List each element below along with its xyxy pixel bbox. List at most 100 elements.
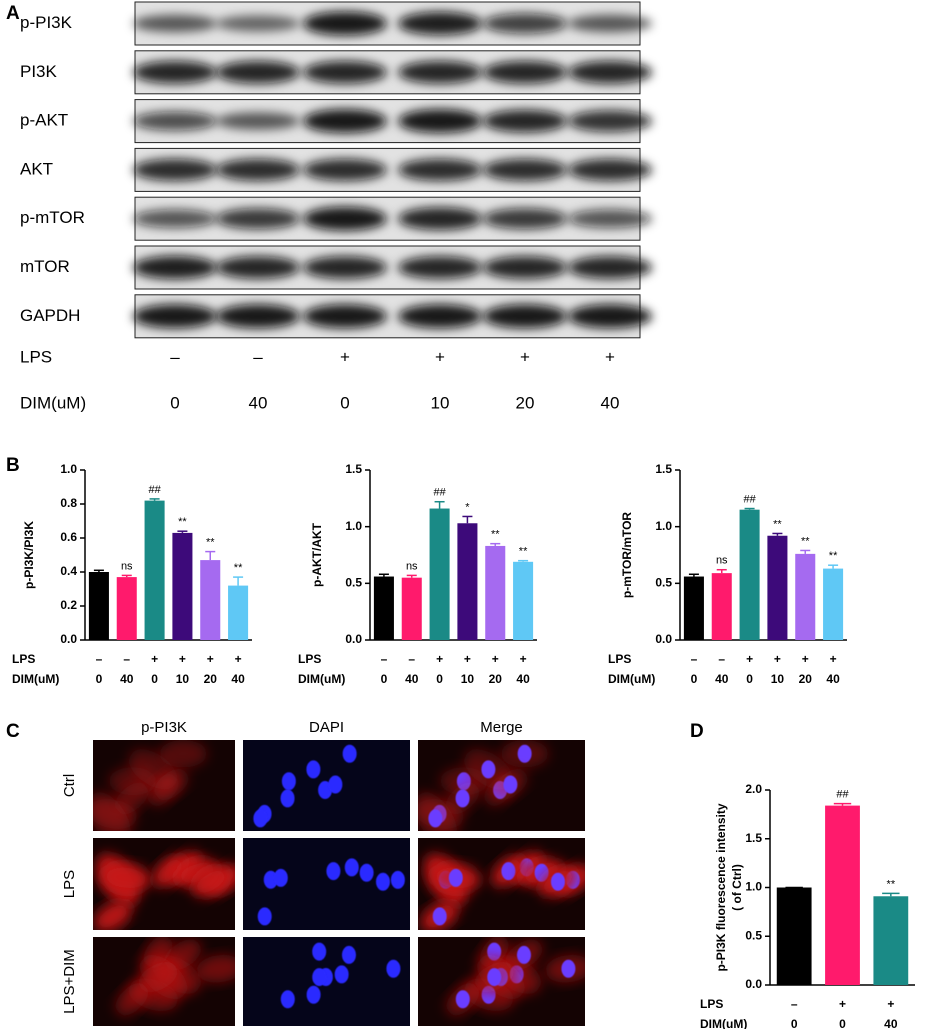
blot-strip	[133, 294, 652, 339]
bar	[823, 568, 844, 640]
blot-band	[483, 60, 567, 84]
condition-value: +	[340, 347, 350, 366]
y-axis-label: p-PI3K fluorescence intensity	[714, 803, 728, 971]
y-tick-label: 0.2	[60, 598, 77, 612]
cell-nucleus	[280, 990, 295, 1009]
condition-value: 20	[516, 393, 535, 412]
image-row-label: LPS+DIM	[61, 949, 78, 1014]
condition-value: 40	[601, 393, 620, 412]
cells	[420, 851, 585, 930]
x-tick-label: +	[887, 997, 894, 1011]
blot-band	[303, 109, 387, 134]
y-tick-label: 0.0	[655, 632, 672, 646]
x-tick-label: 0	[151, 672, 158, 686]
significance-label: **	[234, 562, 243, 574]
y-tick-label: 0.5	[655, 576, 672, 590]
cell-nucleus	[359, 863, 374, 882]
cell-nucleus	[273, 868, 288, 887]
x-tick-label: +	[774, 652, 781, 666]
x-tick-label: 20	[799, 672, 813, 686]
cell-nucleus	[428, 809, 443, 828]
x-tick-label: –	[96, 652, 103, 666]
x-tick-label: 0	[436, 672, 443, 686]
micrograph	[418, 838, 585, 930]
blot-label: p-PI3K	[20, 13, 73, 32]
micrograph	[418, 937, 585, 1026]
cells	[93, 851, 235, 930]
cell-nucleus	[550, 872, 565, 891]
x-tick-label: +	[464, 652, 471, 666]
x-tick-label: –	[791, 997, 798, 1011]
bar	[200, 560, 221, 640]
x-tick-label: –	[691, 652, 698, 666]
panel-letter: B	[6, 455, 20, 476]
significance-label: **	[773, 518, 782, 530]
cells	[257, 858, 405, 926]
significance-label: **	[887, 878, 896, 890]
cell-nucleus	[312, 942, 327, 961]
cell-nucleus	[386, 959, 401, 978]
bar	[373, 576, 394, 640]
bar	[228, 585, 249, 640]
condition-value: 0	[340, 393, 349, 412]
bar	[513, 561, 534, 640]
cell-cytoplasm	[164, 939, 202, 971]
blot-band	[216, 158, 300, 181]
cell-nucleus	[328, 775, 343, 794]
panel-letter: D	[690, 721, 704, 742]
x-tick-label: 0	[381, 672, 388, 686]
significance-label: **	[178, 516, 187, 528]
blot-band	[483, 158, 567, 181]
x-row-label: LPS	[700, 997, 723, 1011]
condition-value: 40	[249, 393, 268, 412]
y-axis-label: p-PI3K/PI3K	[22, 521, 36, 589]
y-tick-label: 1.0	[655, 519, 672, 533]
micrograph	[243, 838, 410, 930]
micrograph	[243, 937, 410, 1026]
x-tick-label: 20	[204, 672, 218, 686]
cell-cytoplasm	[101, 863, 151, 893]
micrograph	[418, 740, 585, 831]
condition-label: LPS	[20, 347, 52, 366]
y-tick-label: 1.0	[745, 880, 762, 894]
blot-strip	[133, 196, 652, 241]
bar	[711, 573, 732, 640]
cell-nucleus	[455, 789, 470, 808]
blot-band	[483, 13, 567, 34]
significance-label: **	[491, 529, 500, 541]
blot-band	[216, 15, 300, 32]
blot-band	[303, 60, 387, 84]
cell-cytoplasm	[93, 792, 131, 831]
cell-nucleus	[561, 959, 576, 978]
x-tick-label: –	[123, 652, 130, 666]
y-axis-label: p-mTOR/mTOR	[620, 512, 634, 599]
cell-cytoplasm	[153, 768, 189, 801]
bar	[457, 523, 478, 640]
condition-value: +	[605, 347, 615, 366]
y-tick-label: 1.5	[745, 831, 762, 845]
significance-label: ##	[148, 484, 161, 496]
cell-nucleus	[481, 760, 496, 779]
cell-nucleus	[516, 945, 531, 964]
blot-band	[568, 256, 652, 279]
cell-nucleus	[253, 809, 268, 828]
cell-nucleus	[342, 744, 357, 763]
y-tick-label: 0.0	[345, 632, 362, 646]
x-tick-label: 40	[405, 672, 419, 686]
cell-nucleus	[280, 789, 295, 808]
blot-band	[398, 109, 482, 134]
blot-band	[483, 256, 567, 279]
significance-label: *	[465, 501, 470, 513]
image-row-label: Ctrl	[61, 774, 78, 797]
blot-strip	[133, 147, 652, 192]
x-tick-label: 20	[489, 672, 503, 686]
blot-band	[133, 111, 217, 131]
blot-band	[398, 11, 482, 36]
blot-band	[568, 158, 652, 181]
x-row-label: LPS	[298, 652, 321, 666]
image-row-label: LPS	[61, 870, 78, 898]
bar	[767, 535, 788, 640]
condition-value: 0	[170, 393, 179, 412]
cell-nucleus	[306, 985, 321, 1004]
